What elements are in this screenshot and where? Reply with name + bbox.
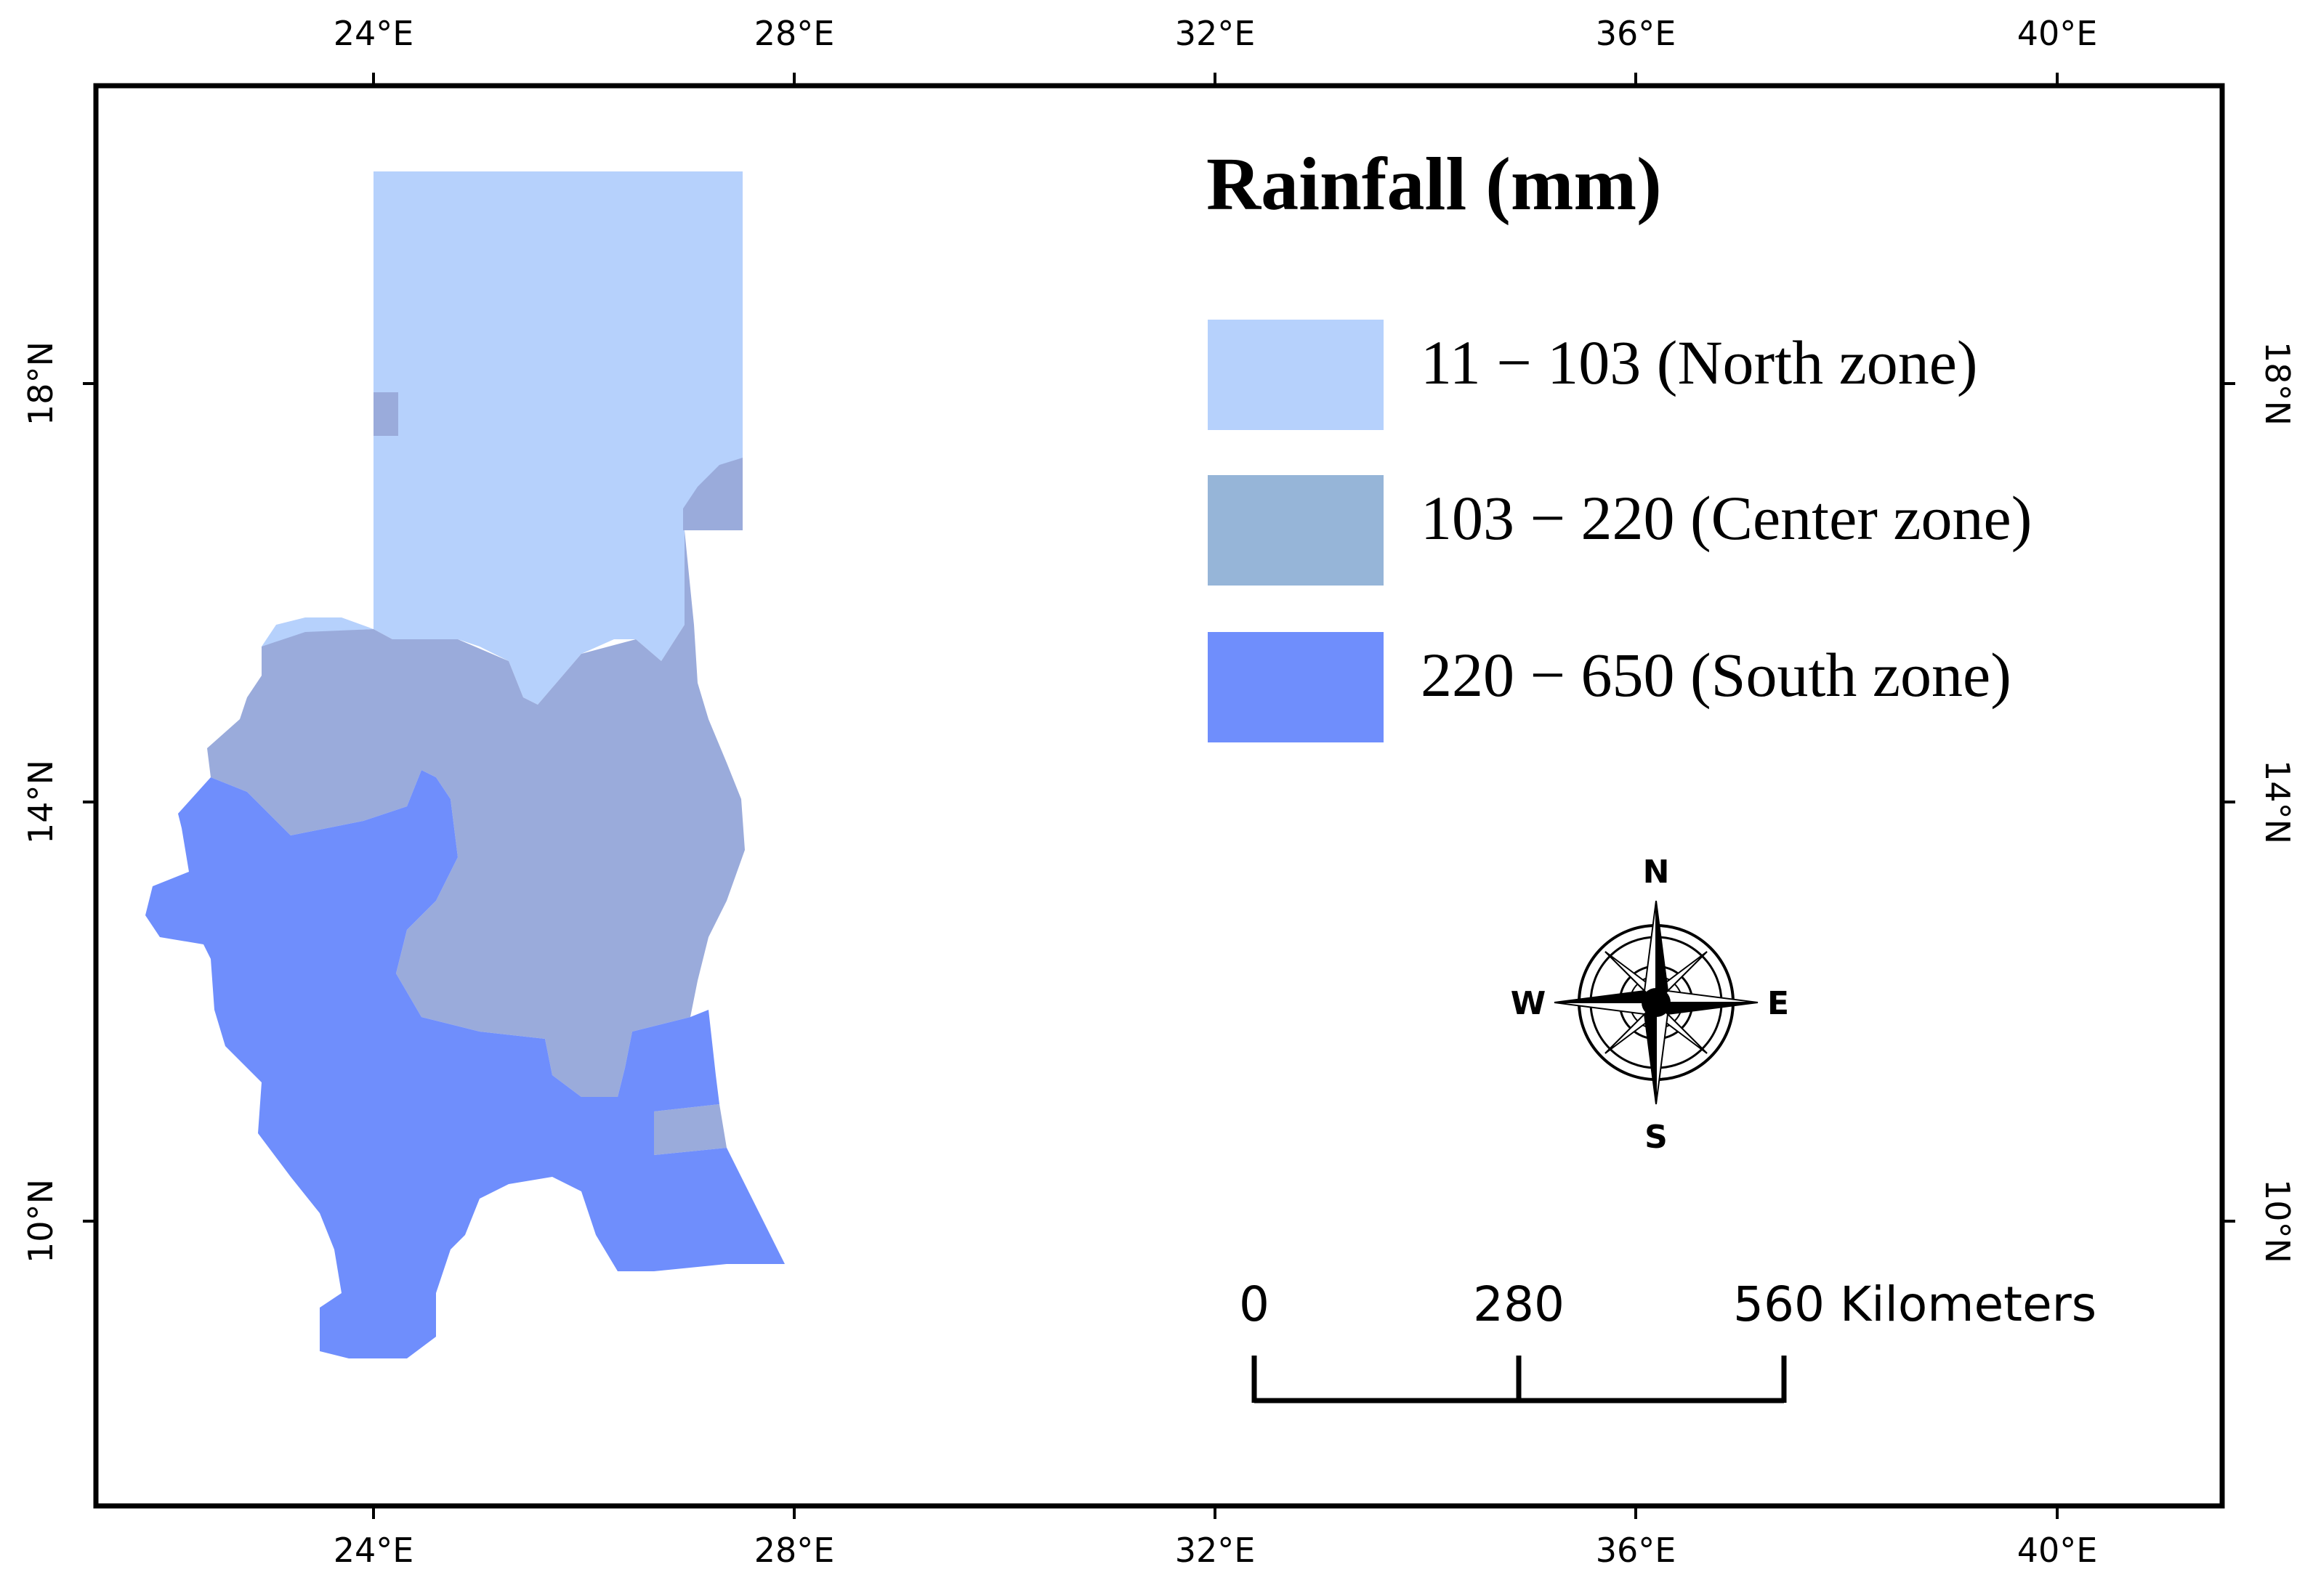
legend-label-center: 103 − 220 (Center zone) xyxy=(1421,483,2032,553)
lon-label: 32°E xyxy=(1175,1531,1256,1570)
lon-labels-top: 24°E 28°E 32°E 36°E 40°E xyxy=(334,14,2098,53)
legend-swatch-center xyxy=(1208,475,1384,586)
rainfall-zones xyxy=(145,171,785,1358)
legend-label-north: 11 − 103 (North zone) xyxy=(1421,328,1978,397)
lon-label: 28°E xyxy=(754,1531,835,1570)
compass-n: N xyxy=(1643,854,1670,891)
south-zone xyxy=(145,770,785,1358)
lon-label: 36°E xyxy=(1596,1531,1676,1570)
lon-label: 40°E xyxy=(2017,1531,2098,1570)
lat-labels-left: 18°N 14°N 10°N xyxy=(21,341,60,1263)
scale-bar: 0 280 560 Kilometers xyxy=(1239,1276,2096,1403)
legend-swatch-north xyxy=(1208,320,1384,430)
legend-swatch-south xyxy=(1208,632,1384,742)
lat-label: 10°N xyxy=(21,1179,60,1263)
scale-label-560: 560 Kilometers xyxy=(1733,1276,2096,1332)
lon-label: 24°E xyxy=(334,14,414,53)
lon-label: 32°E xyxy=(1175,14,1256,53)
compass-s: S xyxy=(1644,1119,1668,1156)
lat-label: 14°N xyxy=(21,760,60,844)
graticule-ticks xyxy=(83,73,2235,1519)
lon-label: 28°E xyxy=(754,14,835,53)
lat-label: 18°N xyxy=(21,341,60,426)
north-zone xyxy=(262,171,743,705)
lon-label: 40°E xyxy=(2017,14,2098,53)
scale-label-0: 0 xyxy=(1239,1276,1269,1332)
lon-label: 24°E xyxy=(334,1531,414,1570)
lon-labels-bottom: 24°E 28°E 32°E 36°E 40°E xyxy=(334,1531,2098,1570)
center-zone xyxy=(207,392,745,1155)
lat-label: 18°N xyxy=(2258,341,2297,426)
compass-e: E xyxy=(1767,985,1789,1022)
legend-title: Rainfall (mm) xyxy=(1206,142,1662,226)
legend-label-south: 220 − 650 (South zone) xyxy=(1421,640,2011,710)
compass-w: W xyxy=(1511,985,1546,1022)
scale-label-280: 280 xyxy=(1473,1276,1565,1332)
north-arrow-icon: N S E W xyxy=(1511,854,1789,1156)
legend: Rainfall (mm) 11 − 103 (North zone) 103 … xyxy=(1206,142,2032,742)
lat-label: 14°N xyxy=(2258,760,2297,844)
lon-label: 36°E xyxy=(1596,14,1676,53)
lat-labels-right: 18°N 14°N 10°N xyxy=(2258,341,2297,1263)
lat-label: 10°N xyxy=(2258,1179,2297,1263)
